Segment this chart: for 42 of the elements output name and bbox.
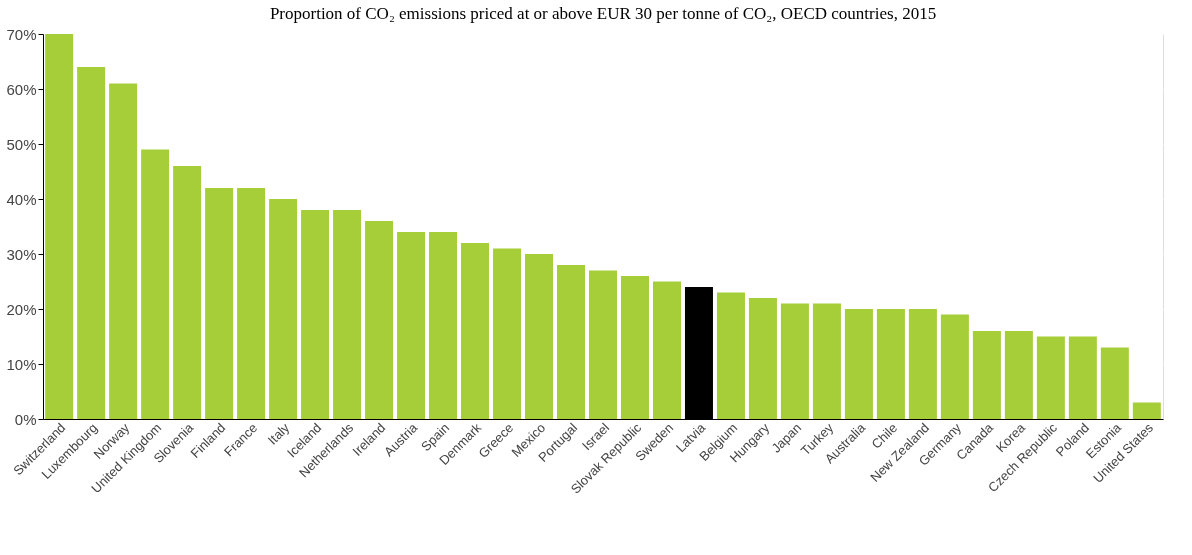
bar [269, 199, 298, 419]
bar [876, 309, 905, 419]
bar [812, 303, 841, 419]
bar [620, 276, 649, 419]
bar [109, 83, 138, 419]
bar [205, 188, 234, 419]
y-tick-label: 30% [6, 245, 37, 263]
bar [844, 309, 873, 419]
bar [1036, 336, 1065, 419]
chart-title: Proportion of CO₂ emissions priced at or above EUR 30 per tonne of CO₂, OECD countries, 2015 [269, 4, 937, 23]
y-tick-label: 40% [6, 190, 37, 208]
bar [173, 166, 202, 419]
bar [557, 265, 586, 419]
bar [748, 298, 777, 419]
bar [1132, 402, 1161, 419]
y-tick-label: 70% [6, 25, 37, 43]
y-tick-label: 50% [6, 135, 37, 153]
bar [1100, 347, 1129, 419]
bar [940, 314, 969, 419]
bar [525, 254, 554, 419]
bar [652, 281, 681, 419]
y-tick-label: 10% [6, 355, 37, 373]
bar [397, 232, 426, 419]
bar [301, 210, 330, 419]
bar [780, 303, 809, 419]
bar [716, 292, 745, 419]
bar [365, 221, 394, 419]
bar [429, 232, 458, 419]
bar [237, 188, 266, 419]
bar [972, 331, 1001, 419]
bar [461, 243, 490, 419]
bar [908, 309, 937, 419]
bar [493, 248, 522, 419]
bar [1004, 331, 1033, 419]
bar [1068, 336, 1097, 419]
bar [77, 67, 106, 419]
bar [333, 210, 362, 419]
y-tick-label: 20% [6, 300, 37, 318]
y-tick-label: 60% [6, 80, 37, 98]
bar [141, 149, 170, 419]
x-tick-label: Italy [264, 419, 293, 448]
bar [589, 270, 617, 419]
